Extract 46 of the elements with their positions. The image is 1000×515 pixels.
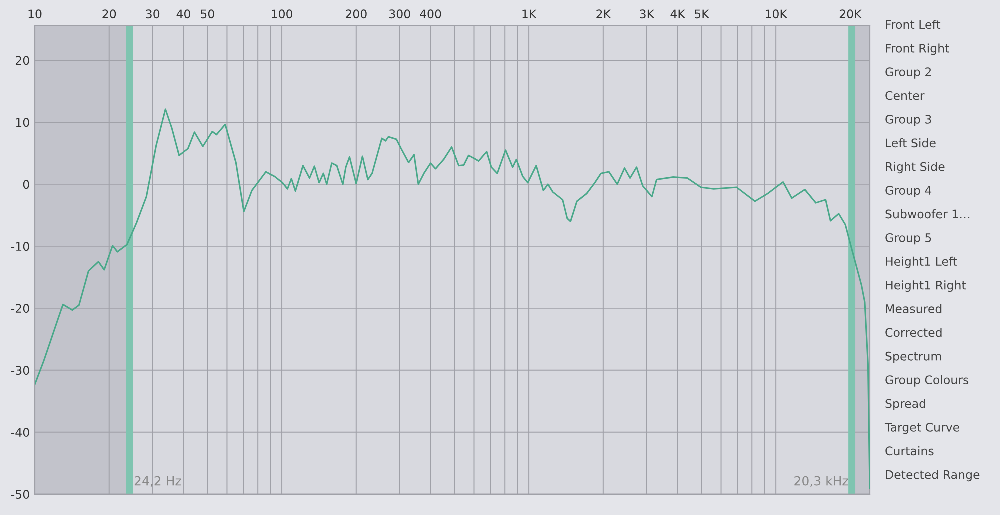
text: Group 2: [886, 68, 932, 79]
y-tick-label: -30: [11, 366, 30, 376]
x-tick-label: 300: [390, 10, 410, 19]
x-tick-label: 20K: [840, 10, 862, 19]
text: Target Curve: [884, 422, 960, 434]
text: Detected Range: [886, 470, 980, 482]
text: Left Side: [886, 138, 936, 148]
x-tick-label: 10K: [766, 10, 788, 19]
text: Subwoofer 1…: [886, 210, 970, 219]
x-tick-label: 100: [272, 10, 293, 19]
y-tick-label: 0: [23, 180, 30, 190]
x-tick-label: 200: [346, 10, 367, 19]
x-tick-label: 50: [201, 10, 214, 19]
x-tick-label: 20: [102, 10, 116, 19]
y-tick-label: 20: [16, 56, 30, 66]
x-tick-label: 3K: [640, 10, 655, 19]
x-tick-label: 2K: [596, 10, 612, 18]
text: Group Colours: [886, 375, 969, 387]
text: Right Side: [886, 162, 945, 174]
text: Front Right: [886, 44, 950, 56]
text: Measured: [886, 304, 942, 314]
text: Front Left: [886, 20, 941, 30]
text: Corrected: [886, 328, 942, 338]
text: Spectrum: [886, 352, 942, 364]
y-tick-label: -10: [11, 242, 30, 252]
text: Spread: [886, 399, 926, 411]
x-tick-label: 30: [146, 10, 160, 19]
x-tick-label: 4K: [670, 10, 686, 18]
x-tick-label: 40: [176, 10, 190, 19]
x-tick-label: 5K: [695, 10, 710, 19]
text: Group 4: [886, 186, 932, 198]
text: Height1 Left: [886, 256, 958, 268]
y-tick-label: -50: [11, 490, 30, 500]
text: Group 3: [886, 115, 932, 126]
y-tick-label: -40: [11, 428, 30, 438]
text: Curtains: [886, 446, 934, 456]
text: Center: [886, 91, 925, 100]
x-tick-label: 1K: [522, 10, 537, 18]
y-tick-label: 10: [16, 118, 30, 128]
ref-line-label: 20,3 kHz: [794, 476, 848, 488]
x-tick-label: 400: [420, 10, 442, 19]
ref-line-label: 24,2 Hz: [134, 476, 182, 488]
text: Group 5: [886, 233, 932, 245]
text: Height1 Right: [886, 280, 966, 292]
x-tick-label: 10: [28, 10, 42, 19]
y-tick-label: -20: [11, 304, 30, 314]
